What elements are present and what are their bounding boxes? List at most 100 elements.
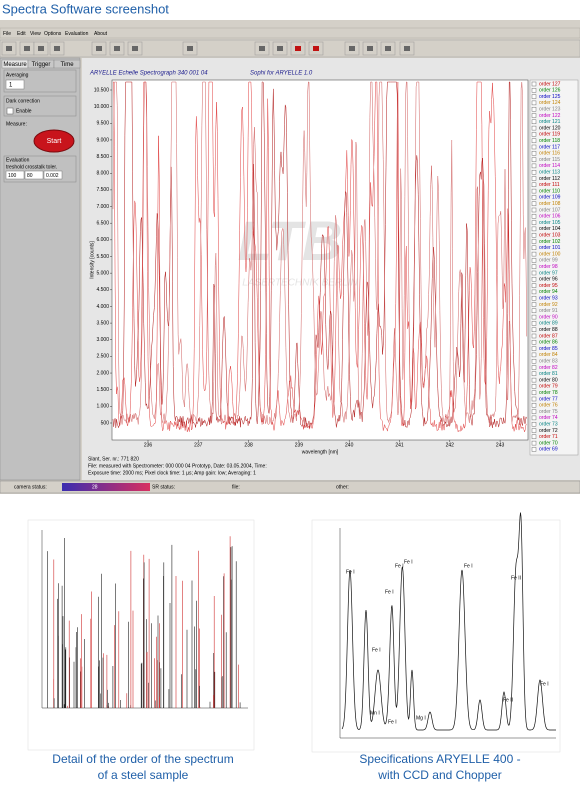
menu-item[interactable]: Evaluation [65,31,89,37]
x-tick-label: 241 [395,442,404,448]
legend-box [529,79,579,456]
legend-checkbox[interactable] [531,201,537,206]
legend-entry: order 109 [539,195,561,201]
legend-checkbox[interactable] [531,440,537,446]
legend-checkbox[interactable] [531,106,537,112]
legend-checkbox[interactable] [531,396,537,402]
legend-checkbox[interactable] [531,245,537,251]
legend-checkbox[interactable] [531,308,537,313]
legend-checkbox[interactable] [531,94,537,99]
menu-item[interactable]: File [3,31,11,37]
legend-checkbox[interactable] [531,377,537,383]
peak-label: Fe II [503,697,513,703]
menu-item[interactable]: View [30,31,41,37]
checkbox[interactable] [6,107,14,115]
legend-checkbox[interactable] [531,289,537,295]
legend-checkbox[interactable] [531,333,537,339]
legend-checkbox[interactable] [531,195,537,200]
legend-checkbox[interactable] [531,157,537,162]
legend-checkbox[interactable] [531,144,537,150]
tab[interactable] [53,59,81,69]
start-button[interactable] [33,129,75,153]
menu-item[interactable]: About [94,31,108,37]
plot-title: ARYELLE Echelle Spectrograph 340 001 04 [89,71,208,77]
camera-status-bar [62,483,150,491]
plot-subtitle: Sophi for ARYELLE 1.0 [250,71,313,77]
legend-checkbox[interactable] [531,220,537,225]
menu-item[interactable]: Options [44,31,62,37]
legend-checkbox[interactable] [531,163,537,169]
legend-checkbox[interactable] [531,138,537,143]
legend-checkbox[interactable] [531,403,537,408]
legend-entry: order 69 [539,447,558,453]
legend-checkbox[interactable] [531,409,537,414]
legend-entry: order 117 [539,144,560,150]
legend-entry: order 83 [539,359,558,365]
legend-checkbox[interactable] [531,188,537,194]
legend-checkbox[interactable] [531,88,537,93]
legend-entry: order 88 [539,327,558,333]
figure-frame [311,519,561,753]
legend-entry: order 77 [539,396,558,402]
legend-checkbox[interactable] [531,239,537,244]
legend-checkbox[interactable] [531,182,537,188]
legend-checkbox[interactable] [531,390,537,395]
legend-checkbox[interactable] [531,327,537,332]
legend-entry: order 100 [539,251,561,257]
input-box[interactable] [5,170,25,180]
legend-checkbox[interactable] [531,169,537,175]
legend-checkbox[interactable] [531,81,537,87]
legend-checkbox[interactable] [531,434,537,439]
legend-entry: order 127 [539,81,561,87]
legend-checkbox[interactable] [531,447,537,452]
legend-checkbox[interactable] [531,251,537,257]
legend-checkbox[interactable] [531,226,537,232]
legend-checkbox[interactable] [531,132,537,137]
input-value: 0.002 [46,173,59,179]
legend-checkbox[interactable] [531,283,537,288]
legend-checkbox[interactable] [531,207,537,213]
legend-checkbox[interactable] [531,428,537,433]
legend-checkbox[interactable] [531,119,537,125]
legend-checkbox[interactable] [531,264,537,269]
legend-checkbox[interactable] [531,176,537,181]
legend-entry: order 78 [539,390,558,396]
spin-box[interactable] [5,79,25,90]
legend-checkbox[interactable] [531,371,537,376]
legend-checkbox[interactable] [531,100,537,106]
menu-item[interactable]: Edit [17,31,26,37]
legend-checkbox[interactable] [531,258,537,263]
peak-label: Mn I [370,710,380,716]
legend-checkbox[interactable] [531,214,537,219]
legend-checkbox[interactable] [531,352,537,358]
legend-checkbox[interactable] [531,296,537,301]
legend-checkbox[interactable] [531,270,537,276]
page-title: Spectra Software screenshot [2,1,169,16]
input-box[interactable] [24,170,44,180]
figure-frame [27,519,255,751]
legend-checkbox[interactable] [531,365,537,370]
toolbar-icon [38,46,44,51]
legend-checkbox[interactable] [531,125,537,131]
legend-checkbox[interactable] [531,113,537,118]
legend-checkbox[interactable] [531,359,537,364]
legend-checkbox[interactable] [531,346,537,351]
legend-checkbox[interactable] [531,302,537,307]
toolbar-icon [385,46,391,51]
legend-checkbox[interactable] [531,232,537,238]
legend-checkbox[interactable] [531,151,537,156]
group-box [3,155,77,183]
input-box[interactable] [43,170,63,180]
legend-checkbox[interactable] [531,384,537,389]
legend-checkbox[interactable] [531,415,537,421]
spectrum-trace [112,81,527,426]
legend-entry: order 102 [539,239,561,245]
legend-checkbox[interactable] [531,340,537,345]
legend-checkbox[interactable] [531,422,537,427]
legend-checkbox[interactable] [531,321,537,326]
legend-checkbox[interactable] [531,314,537,320]
legend-checkbox[interactable] [531,277,537,282]
label: Averaging [6,72,29,78]
caption: Specifications ARYELLE 400 - [359,752,520,766]
